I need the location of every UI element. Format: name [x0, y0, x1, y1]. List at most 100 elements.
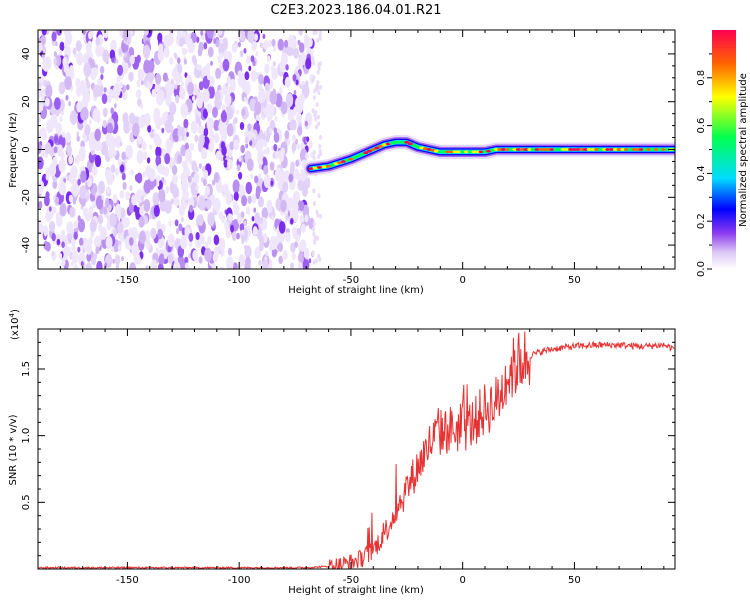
- noise-blob: [298, 250, 304, 259]
- noise-blob: [76, 135, 80, 142]
- noise-blob: [231, 231, 237, 241]
- noise-blob: [295, 159, 300, 167]
- noise-blob: [278, 221, 286, 234]
- ridge-peak: [378, 144, 384, 148]
- noise-blob: [316, 80, 320, 86]
- noise-blob: [208, 141, 214, 152]
- noise-blob: [105, 132, 113, 147]
- ridge-peak: [497, 148, 503, 151]
- noise-blob: [142, 44, 151, 59]
- noise-blob: [258, 173, 262, 180]
- noise-blob: [75, 40, 82, 52]
- noise-blob: [124, 52, 127, 58]
- noise-blob: [202, 165, 206, 172]
- noise-blob: [271, 67, 278, 81]
- ridge-peak: [452, 150, 458, 154]
- noise-blob: [155, 146, 162, 158]
- noise-blob: [143, 59, 151, 74]
- noise-blob: [45, 191, 50, 200]
- noise-blob: [253, 207, 257, 213]
- noise-blob: [254, 212, 261, 224]
- noise-blob: [265, 135, 270, 143]
- noise-blob: [51, 156, 58, 168]
- noise-blob: [250, 55, 255, 63]
- noise-blob: [45, 97, 50, 107]
- snr-y-multiplier-exponent: 4: [8, 312, 16, 317]
- noise-blob: [83, 62, 91, 78]
- noise-blob: [243, 220, 247, 226]
- noise-blob: [121, 60, 129, 75]
- spectrogram-y-tick-label: -20: [21, 189, 32, 205]
- noise-blob: [318, 143, 322, 149]
- noise-blob: [206, 30, 214, 39]
- noise-blob: [172, 186, 180, 200]
- noise-blob: [271, 247, 277, 258]
- noise-blob: [274, 150, 280, 160]
- noise-blob: [204, 185, 210, 196]
- noise-blob: [308, 258, 312, 264]
- noise-blob: [85, 262, 92, 269]
- noise-blob: [88, 136, 97, 151]
- noise-blob: [121, 90, 128, 101]
- noise-blob: [290, 217, 294, 225]
- noise-blob: [197, 214, 204, 226]
- noise-blob: [177, 57, 181, 64]
- noise-blob: [172, 173, 178, 185]
- noise-blob: [300, 170, 307, 182]
- noise-blob: [215, 67, 222, 80]
- noise-blob: [73, 231, 78, 240]
- noise-blob: [223, 37, 228, 46]
- noise-blob: [139, 143, 142, 149]
- snr-y-tick-label: 0.5: [21, 494, 32, 510]
- noise-blob: [261, 207, 269, 220]
- ridge-peak: [534, 148, 540, 151]
- spectrogram-y-tick-label: -40: [21, 237, 32, 253]
- noise-blob: [91, 164, 98, 176]
- noise-blob: [109, 49, 116, 60]
- noise-blob: [180, 235, 188, 250]
- noise-blob: [293, 90, 297, 95]
- noise-blob: [169, 101, 177, 116]
- noise-blob: [207, 212, 215, 227]
- noise-blob: [176, 228, 180, 235]
- noise-blob: [92, 84, 100, 98]
- noise-blob: [312, 61, 316, 66]
- noise-blob: [243, 48, 247, 54]
- noise-blob: [137, 135, 143, 145]
- ridge-peak: [624, 148, 630, 151]
- noise-blob: [313, 235, 317, 241]
- noise-blob: [207, 46, 214, 58]
- noise-blob: [317, 62, 321, 67]
- noise-blob: [82, 83, 88, 94]
- ridge-peak: [616, 148, 622, 151]
- noise-blob: [232, 200, 238, 210]
- ridge-peak: [556, 148, 563, 151]
- noise-blob: [184, 262, 189, 269]
- snr-plot-area: [38, 329, 675, 569]
- noise-blob: [195, 184, 199, 191]
- noise-blob: [241, 195, 248, 207]
- noise-blob: [87, 40, 93, 50]
- noise-blob: [308, 140, 313, 149]
- noise-blob: [128, 71, 134, 82]
- noise-blob: [307, 37, 313, 48]
- noise-blob: [54, 135, 59, 144]
- noise-blob: [265, 250, 269, 257]
- noise-blob: [210, 60, 213, 66]
- noise-blob: [317, 121, 321, 127]
- noise-blob: [88, 31, 93, 40]
- noise-blob: [314, 30, 318, 35]
- noise-blob: [277, 242, 283, 253]
- noise-blob: [65, 132, 71, 143]
- noise-blob: [312, 155, 316, 161]
- noise-blob: [101, 194, 105, 200]
- noise-blob: [102, 119, 107, 128]
- noise-blob: [89, 219, 97, 233]
- noise-blob: [164, 153, 171, 165]
- noise-blob: [298, 200, 305, 212]
- noise-blob: [220, 265, 224, 269]
- noise-blob: [196, 91, 204, 105]
- noise-blob: [181, 30, 186, 38]
- noise-blob: [274, 167, 283, 182]
- noise-blob: [180, 173, 185, 182]
